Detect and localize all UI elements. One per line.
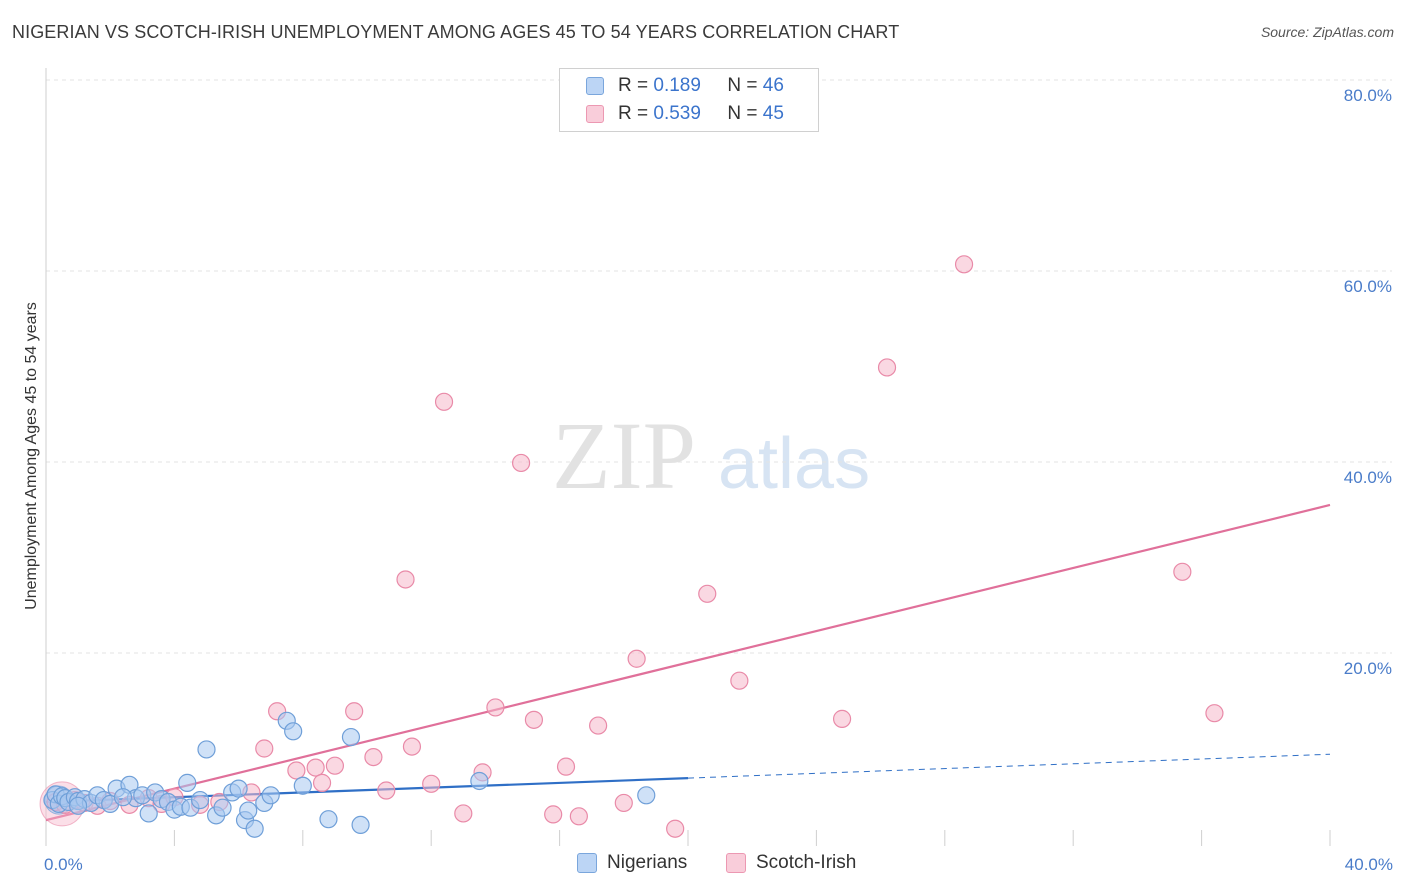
point-nigerians xyxy=(470,771,489,791)
point-scotch-irish xyxy=(287,761,306,780)
legend-n-label: N = xyxy=(727,75,758,96)
series-name-nigerians: Nigerians xyxy=(607,852,688,873)
series-legend-nigerians: Nigerians xyxy=(577,852,687,874)
point-scotch-irish xyxy=(954,255,974,274)
series-name-scotch-irish: Scotch-Irish xyxy=(756,852,857,873)
point-nigerians xyxy=(139,804,158,823)
legend-row-scotch-irish: R = 0.539 N = 45 xyxy=(586,102,784,126)
legend-r-label: R = xyxy=(618,103,649,124)
point-scotch-irish xyxy=(556,757,576,776)
point-nigerians xyxy=(113,788,133,807)
point-scotch-irish xyxy=(312,773,332,792)
point-scotch-irish xyxy=(544,805,563,824)
x-tick-label: 0.0% xyxy=(44,855,83,874)
point-scotch-irish xyxy=(698,584,717,603)
legend-row-nigerians: R = 0.189 N = 46 xyxy=(586,74,784,98)
point-scotch-irish xyxy=(666,819,685,838)
point-nigerians xyxy=(261,786,280,805)
point-scotch-irish xyxy=(255,739,274,758)
x-tick-labels: 0.0% 40.0% xyxy=(44,855,1393,874)
point-nigerians xyxy=(319,810,338,829)
point-nigerians xyxy=(351,815,370,835)
legend-r-value-nigerians: 0.189 xyxy=(653,75,701,96)
watermark-zip: ZIP xyxy=(552,402,696,500)
point-scotch-irish xyxy=(325,756,344,775)
point-nigerians xyxy=(190,790,210,810)
trend-line-scotch-irish xyxy=(45,503,1331,822)
point-nigerians xyxy=(229,779,248,798)
point-nigerians xyxy=(197,740,216,759)
point-scotch-irish xyxy=(730,671,749,690)
source-label: Source: ZipAtlas.com xyxy=(1260,24,1394,40)
legend-r-value-scotch-irish: 0.539 xyxy=(653,103,701,124)
point-scotch-irish xyxy=(877,358,897,377)
point-scotch-irish xyxy=(402,737,422,756)
point-scotch-irish xyxy=(454,804,473,823)
point-scotch-irish xyxy=(524,710,544,729)
y-tick-label: 20.0% xyxy=(1344,659,1392,678)
grid-lines xyxy=(46,79,1392,654)
point-nigerians xyxy=(68,796,88,815)
legend-n-label: N = xyxy=(727,103,758,124)
point-scotch-irish xyxy=(1205,704,1224,723)
point-scotch-irish xyxy=(511,453,531,473)
point-scotch-irish xyxy=(345,702,364,721)
axes xyxy=(45,68,1331,846)
x-tick-label: 40.0% xyxy=(1345,855,1393,874)
point-scotch-irish xyxy=(396,570,415,589)
chart-title: NIGERIAN VS SCOTCH-IRISH UNEMPLOYMENT AM… xyxy=(12,22,900,42)
point-scotch-irish xyxy=(434,392,454,411)
y-tick-labels: 20.0% 40.0% 60.0% 80.0% xyxy=(1344,86,1392,678)
point-nigerians xyxy=(178,773,197,792)
data-points xyxy=(39,255,1224,838)
zipatlas-watermark: ZIP atlas xyxy=(552,400,892,509)
point-nigerians xyxy=(213,798,232,817)
y-tick-label: 60.0% xyxy=(1344,277,1392,296)
legend-n-value-nigerians: 46 xyxy=(762,75,784,96)
legend-n-value-scotch-irish: 45 xyxy=(762,103,784,124)
point-scotch-irish xyxy=(486,698,505,717)
point-scotch-irish xyxy=(377,781,396,800)
point-scotch-irish xyxy=(569,807,588,826)
point-scotch-irish xyxy=(306,758,325,777)
point-scotch-irish xyxy=(364,747,383,767)
legend-swatch-blue xyxy=(586,77,604,95)
legend-r-label: R = xyxy=(618,75,649,96)
point-scotch-irish xyxy=(832,709,852,728)
point-nigerians xyxy=(637,786,656,805)
series-legend-scotch-irish: Scotch-Irish xyxy=(726,852,856,874)
series-swatch-scotch-irish xyxy=(726,853,746,873)
point-scotch-irish xyxy=(627,649,646,668)
correlation-legend: R = 0.189 N = 46 R = 0.539 N = 45 xyxy=(559,68,819,132)
y-axis-title: Unemployment Among Ages 45 to 54 years xyxy=(23,302,40,610)
trend-lines xyxy=(45,503,1331,822)
point-scotch-irish xyxy=(1173,562,1192,581)
y-tick-label: 40.0% xyxy=(1344,468,1392,487)
y-tick-label: 80.0% xyxy=(1344,86,1392,105)
point-scotch-irish xyxy=(614,793,633,813)
watermark-atlas: atlas xyxy=(718,424,870,500)
series-legend: Nigerians Scotch-Irish xyxy=(0,852,1406,878)
point-nigerians xyxy=(245,819,264,838)
legend-swatch-pink xyxy=(586,105,604,123)
trend-line-nigerians-extension xyxy=(687,753,1331,779)
point-nigerians xyxy=(293,776,312,795)
series-swatch-nigerians xyxy=(577,853,597,873)
point-nigerians xyxy=(284,722,303,741)
point-nigerians xyxy=(239,801,258,820)
point-scotch-irish xyxy=(422,774,441,793)
point-nigerians xyxy=(341,727,361,747)
point-scotch-irish xyxy=(589,716,608,735)
